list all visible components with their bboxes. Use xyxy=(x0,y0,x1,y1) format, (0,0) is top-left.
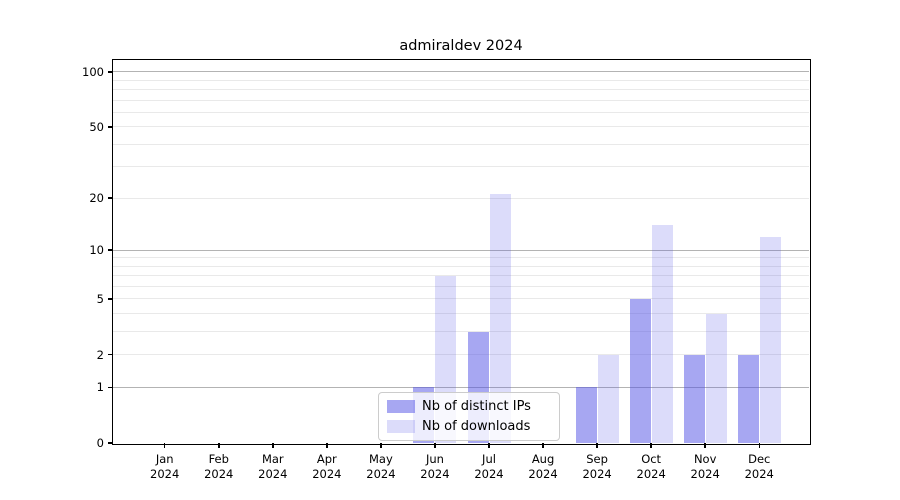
y-tick-label: 100 xyxy=(82,64,104,79)
gridline-minor xyxy=(113,275,809,277)
bar-downloads-oct xyxy=(651,225,673,443)
x-tick-mark xyxy=(758,443,760,448)
x-tick-mark xyxy=(218,443,220,448)
gridline-major xyxy=(113,71,809,73)
bar-downloads-sep xyxy=(597,354,619,443)
gridline-minor xyxy=(113,143,809,145)
y-tick-mark xyxy=(108,353,113,356)
bar-ips-oct xyxy=(629,298,651,443)
y-tick-label: 2 xyxy=(96,347,104,362)
y-tick-mark xyxy=(108,71,113,73)
x-tick-label: Apr 2024 xyxy=(312,452,342,481)
y-tick-mark xyxy=(108,386,113,388)
legend-swatch-distinct-ips-icon xyxy=(387,400,415,413)
x-tick-label: Oct 2024 xyxy=(636,452,666,481)
x-tick-label: Jul 2024 xyxy=(474,452,504,481)
x-tick-label: Dec 2024 xyxy=(744,452,774,481)
legend-item-distinct-ips: Nb of distinct IPs xyxy=(387,397,551,416)
y-tick-label: 10 xyxy=(89,243,104,258)
y-tick-mark xyxy=(108,249,113,251)
y-tick-mark xyxy=(108,197,113,199)
gridline-minor xyxy=(113,265,809,267)
bar-ips-nov xyxy=(683,354,705,443)
bar-downloads-dec xyxy=(759,236,781,443)
gridline-major xyxy=(113,249,809,251)
y-tick-mark xyxy=(108,442,113,444)
x-tick-label: Sep 2024 xyxy=(582,452,612,481)
x-tick-label: May 2024 xyxy=(366,452,396,481)
gridline-minor xyxy=(113,298,809,300)
y-tick-label: 50 xyxy=(89,119,104,134)
x-tick-mark xyxy=(650,443,652,448)
y-tick-label: 0 xyxy=(96,436,104,450)
x-tick-label: Jan 2024 xyxy=(150,452,180,481)
x-tick-label: Aug 2024 xyxy=(528,452,558,481)
gridline-minor xyxy=(113,99,809,101)
gridline-minor xyxy=(113,354,809,356)
legend: Nb of distinct IPs Nb of downloads xyxy=(378,392,560,441)
gridline-minor xyxy=(113,331,809,332)
x-tick-label: Mar 2024 xyxy=(258,452,288,481)
legend-label-downloads: Nb of downloads xyxy=(422,419,531,434)
legend-item-downloads: Nb of downloads xyxy=(387,417,551,436)
gridline-minor xyxy=(113,126,809,128)
x-tick-label: Nov 2024 xyxy=(690,452,720,481)
x-tick-mark xyxy=(326,443,328,448)
gridline-minor xyxy=(113,313,809,315)
y-tick-label: 5 xyxy=(96,291,104,306)
y-tick-mark xyxy=(108,126,113,128)
gridline-minor xyxy=(113,79,809,81)
bar-downloads-nov xyxy=(705,313,727,443)
bar-downloads-jul xyxy=(489,194,511,443)
x-tick-mark xyxy=(488,443,490,448)
legend-label-distinct-ips: Nb of distinct IPs xyxy=(422,399,531,414)
x-tick-label: Jun 2024 xyxy=(420,452,450,481)
x-tick-label: Feb 2024 xyxy=(204,452,234,481)
x-tick-mark xyxy=(596,443,598,448)
x-tick-mark xyxy=(434,443,436,448)
legend-swatch-downloads-icon xyxy=(387,420,415,433)
chart-title: admiraldev 2024 xyxy=(399,38,523,54)
gridline-minor xyxy=(113,111,809,113)
gridline-minor xyxy=(113,285,809,287)
gridline-major xyxy=(113,386,809,388)
x-tick-mark xyxy=(272,443,274,448)
y-tick-label: 1 xyxy=(96,380,104,395)
bar-ips-sep xyxy=(575,387,597,443)
gridline-minor xyxy=(113,197,809,199)
gridline-minor xyxy=(113,89,809,91)
x-tick-mark xyxy=(542,443,544,448)
y-tick-mark xyxy=(108,298,113,300)
x-tick-mark xyxy=(163,443,166,448)
gridline-minor xyxy=(113,166,809,168)
x-tick-mark xyxy=(704,443,706,448)
bar-ips-dec xyxy=(737,354,759,443)
gridline-minor xyxy=(113,257,809,259)
y-tick-label: 20 xyxy=(89,191,104,206)
x-tick-mark xyxy=(380,443,382,448)
